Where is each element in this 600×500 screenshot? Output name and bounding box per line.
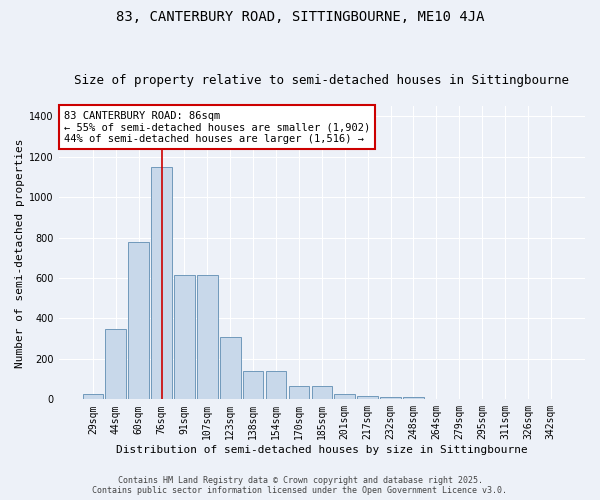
Title: Size of property relative to semi-detached houses in Sittingbourne: Size of property relative to semi-detach… xyxy=(74,74,569,87)
Bar xyxy=(197,275,218,400)
Text: 83 CANTERBURY ROAD: 86sqm
← 55% of semi-detached houses are smaller (1,902)
44% : 83 CANTERBURY ROAD: 86sqm ← 55% of semi-… xyxy=(64,110,370,144)
Bar xyxy=(243,371,263,400)
Bar xyxy=(220,336,241,400)
X-axis label: Distribution of semi-detached houses by size in Sittingbourne: Distribution of semi-detached houses by … xyxy=(116,445,528,455)
Bar xyxy=(174,275,195,400)
Bar xyxy=(403,398,424,400)
Bar xyxy=(380,398,401,400)
Text: 83, CANTERBURY ROAD, SITTINGBOURNE, ME10 4JA: 83, CANTERBURY ROAD, SITTINGBOURNE, ME10… xyxy=(116,10,484,24)
Bar xyxy=(128,242,149,400)
Bar xyxy=(266,371,286,400)
Bar xyxy=(106,328,126,400)
Bar xyxy=(151,167,172,400)
Bar xyxy=(311,386,332,400)
Bar xyxy=(83,394,103,400)
Text: Contains HM Land Registry data © Crown copyright and database right 2025.
Contai: Contains HM Land Registry data © Crown c… xyxy=(92,476,508,495)
Bar xyxy=(334,394,355,400)
Bar xyxy=(289,386,309,400)
Bar xyxy=(358,396,378,400)
Y-axis label: Number of semi-detached properties: Number of semi-detached properties xyxy=(15,138,25,368)
